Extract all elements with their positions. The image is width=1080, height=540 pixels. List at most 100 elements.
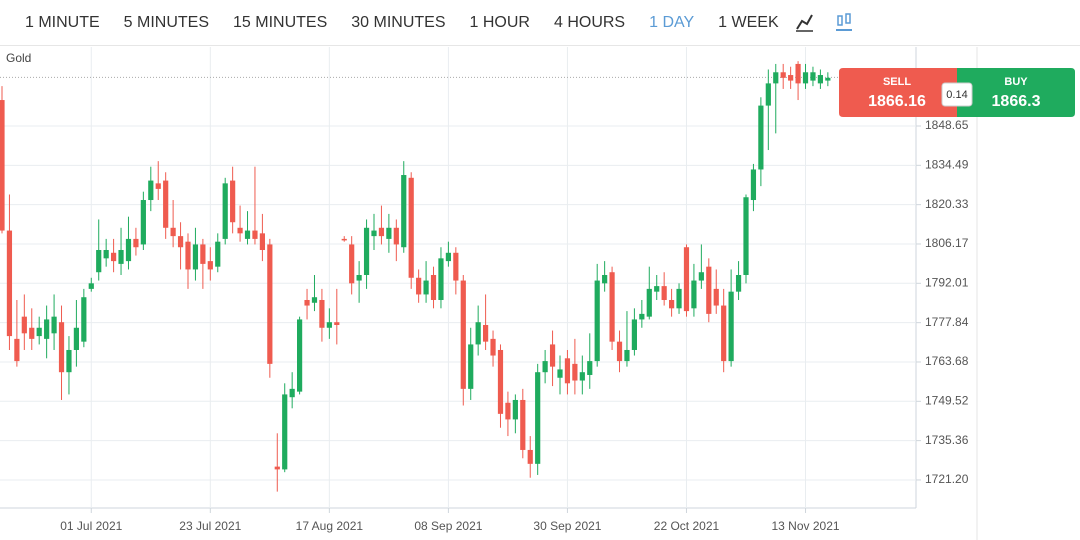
interval-button[interactable]: 30 MINUTES xyxy=(351,13,446,31)
candle-body xyxy=(118,250,124,264)
candle-body xyxy=(252,230,258,239)
candle-body xyxy=(401,175,407,248)
candle-body xyxy=(549,344,556,367)
candle-body xyxy=(430,275,437,300)
x-tick-label: 22 Oct 2021 xyxy=(654,519,720,533)
candle-body xyxy=(654,286,660,292)
candle-body xyxy=(825,77,831,81)
candle-body xyxy=(148,180,154,201)
candle-body xyxy=(177,236,184,248)
candle-body xyxy=(564,358,571,384)
candle-body xyxy=(579,372,585,381)
candle-body xyxy=(125,238,132,262)
candle-body xyxy=(393,227,399,245)
candle-body xyxy=(51,316,57,334)
candle-body xyxy=(438,258,444,300)
candle-body xyxy=(416,277,422,295)
buy-button[interactable] xyxy=(957,68,1075,117)
x-tick-label: 30 Sep 2021 xyxy=(533,519,601,533)
candle-body xyxy=(698,272,704,281)
candle-body xyxy=(750,169,757,201)
candle-body xyxy=(111,252,117,262)
candle-body xyxy=(81,297,87,342)
candle-body xyxy=(170,227,176,237)
candle-body xyxy=(326,322,332,328)
candle-body xyxy=(371,230,377,237)
candle-body xyxy=(334,322,340,325)
candle-body xyxy=(378,227,385,237)
x-tick-label: 23 Jul 2021 xyxy=(179,519,241,533)
candle-body xyxy=(542,361,548,373)
candle-body xyxy=(6,230,13,337)
candle-body xyxy=(527,449,533,464)
candle-body xyxy=(319,299,325,328)
candle-body xyxy=(311,297,318,303)
candle-body xyxy=(773,72,779,84)
candle-body xyxy=(96,250,102,273)
candle-icon xyxy=(837,15,843,26)
candle-body xyxy=(810,72,816,81)
candle-body xyxy=(468,344,474,389)
interval-button[interactable]: 4 HOURS xyxy=(553,13,626,31)
y-tick-label: 1721.20 xyxy=(925,472,969,486)
candle-body xyxy=(616,341,623,362)
toolbar-icons xyxy=(796,13,852,32)
candle-body xyxy=(66,349,72,373)
candle-body xyxy=(721,305,727,362)
candle-body xyxy=(215,241,221,267)
interval-button[interactable]: 1 DAY xyxy=(649,13,695,31)
candle-body xyxy=(669,299,675,309)
candle-body xyxy=(743,197,749,276)
interval-button[interactable]: 5 MINUTES xyxy=(123,13,210,31)
candle-body xyxy=(631,319,637,350)
x-tick-label: 17 Aug 2021 xyxy=(296,519,364,533)
candle-body xyxy=(639,313,645,320)
candle-body xyxy=(557,369,563,378)
buy-price: 1866.3 xyxy=(992,93,1041,110)
candle-body xyxy=(453,252,459,281)
candle-body xyxy=(520,399,526,450)
interval-button[interactable]: 1 HOUR xyxy=(469,13,530,31)
buy-label: BUY xyxy=(1004,76,1028,88)
candle-body xyxy=(200,244,206,264)
candle-body xyxy=(490,338,496,356)
candle-body xyxy=(795,63,801,84)
y-tick-label: 1763.68 xyxy=(925,354,969,368)
y-tick-label: 1820.33 xyxy=(925,197,969,211)
candle-body xyxy=(21,316,27,334)
candle-body xyxy=(758,105,764,170)
line-chart-icon[interactable] xyxy=(796,14,813,32)
candle-body xyxy=(349,244,355,284)
candle-body xyxy=(802,72,809,84)
y-tick-label: 1848.65 xyxy=(925,118,969,132)
candle-body xyxy=(356,275,362,281)
candle-body xyxy=(297,319,303,392)
candle-body xyxy=(483,324,489,342)
candle-body xyxy=(765,83,771,106)
candle-body xyxy=(73,327,79,350)
spread-box xyxy=(941,82,973,107)
y-tick-label: 1834.49 xyxy=(925,158,969,172)
sell-button[interactable] xyxy=(839,68,957,117)
x-tick-label: 08 Sep 2021 xyxy=(414,519,482,533)
toolbar: 1 MINUTE 5 MINUTES 15 MINUTES 30 MINUTES 1 H… xyxy=(0,0,1080,46)
candle-body xyxy=(423,280,429,295)
candle-body xyxy=(460,280,466,389)
candle-body xyxy=(386,227,392,239)
interval-button[interactable]: 1 MINUTE xyxy=(25,13,100,31)
candle-chart-icon[interactable] xyxy=(836,13,852,31)
interval-button[interactable]: 15 MINUTES xyxy=(233,13,328,31)
candle-body xyxy=(572,363,578,381)
candle-body xyxy=(341,238,347,241)
candle-body xyxy=(602,275,608,284)
symbol-title: Gold xyxy=(6,51,31,65)
candle-body xyxy=(624,349,630,362)
spread-value: 0.14 xyxy=(946,89,967,101)
interval-button[interactable]: 1 WEEK xyxy=(718,13,779,31)
candle-body xyxy=(207,261,213,270)
candle-body xyxy=(408,177,414,278)
candle-body xyxy=(185,241,191,270)
candle-body xyxy=(594,280,600,362)
